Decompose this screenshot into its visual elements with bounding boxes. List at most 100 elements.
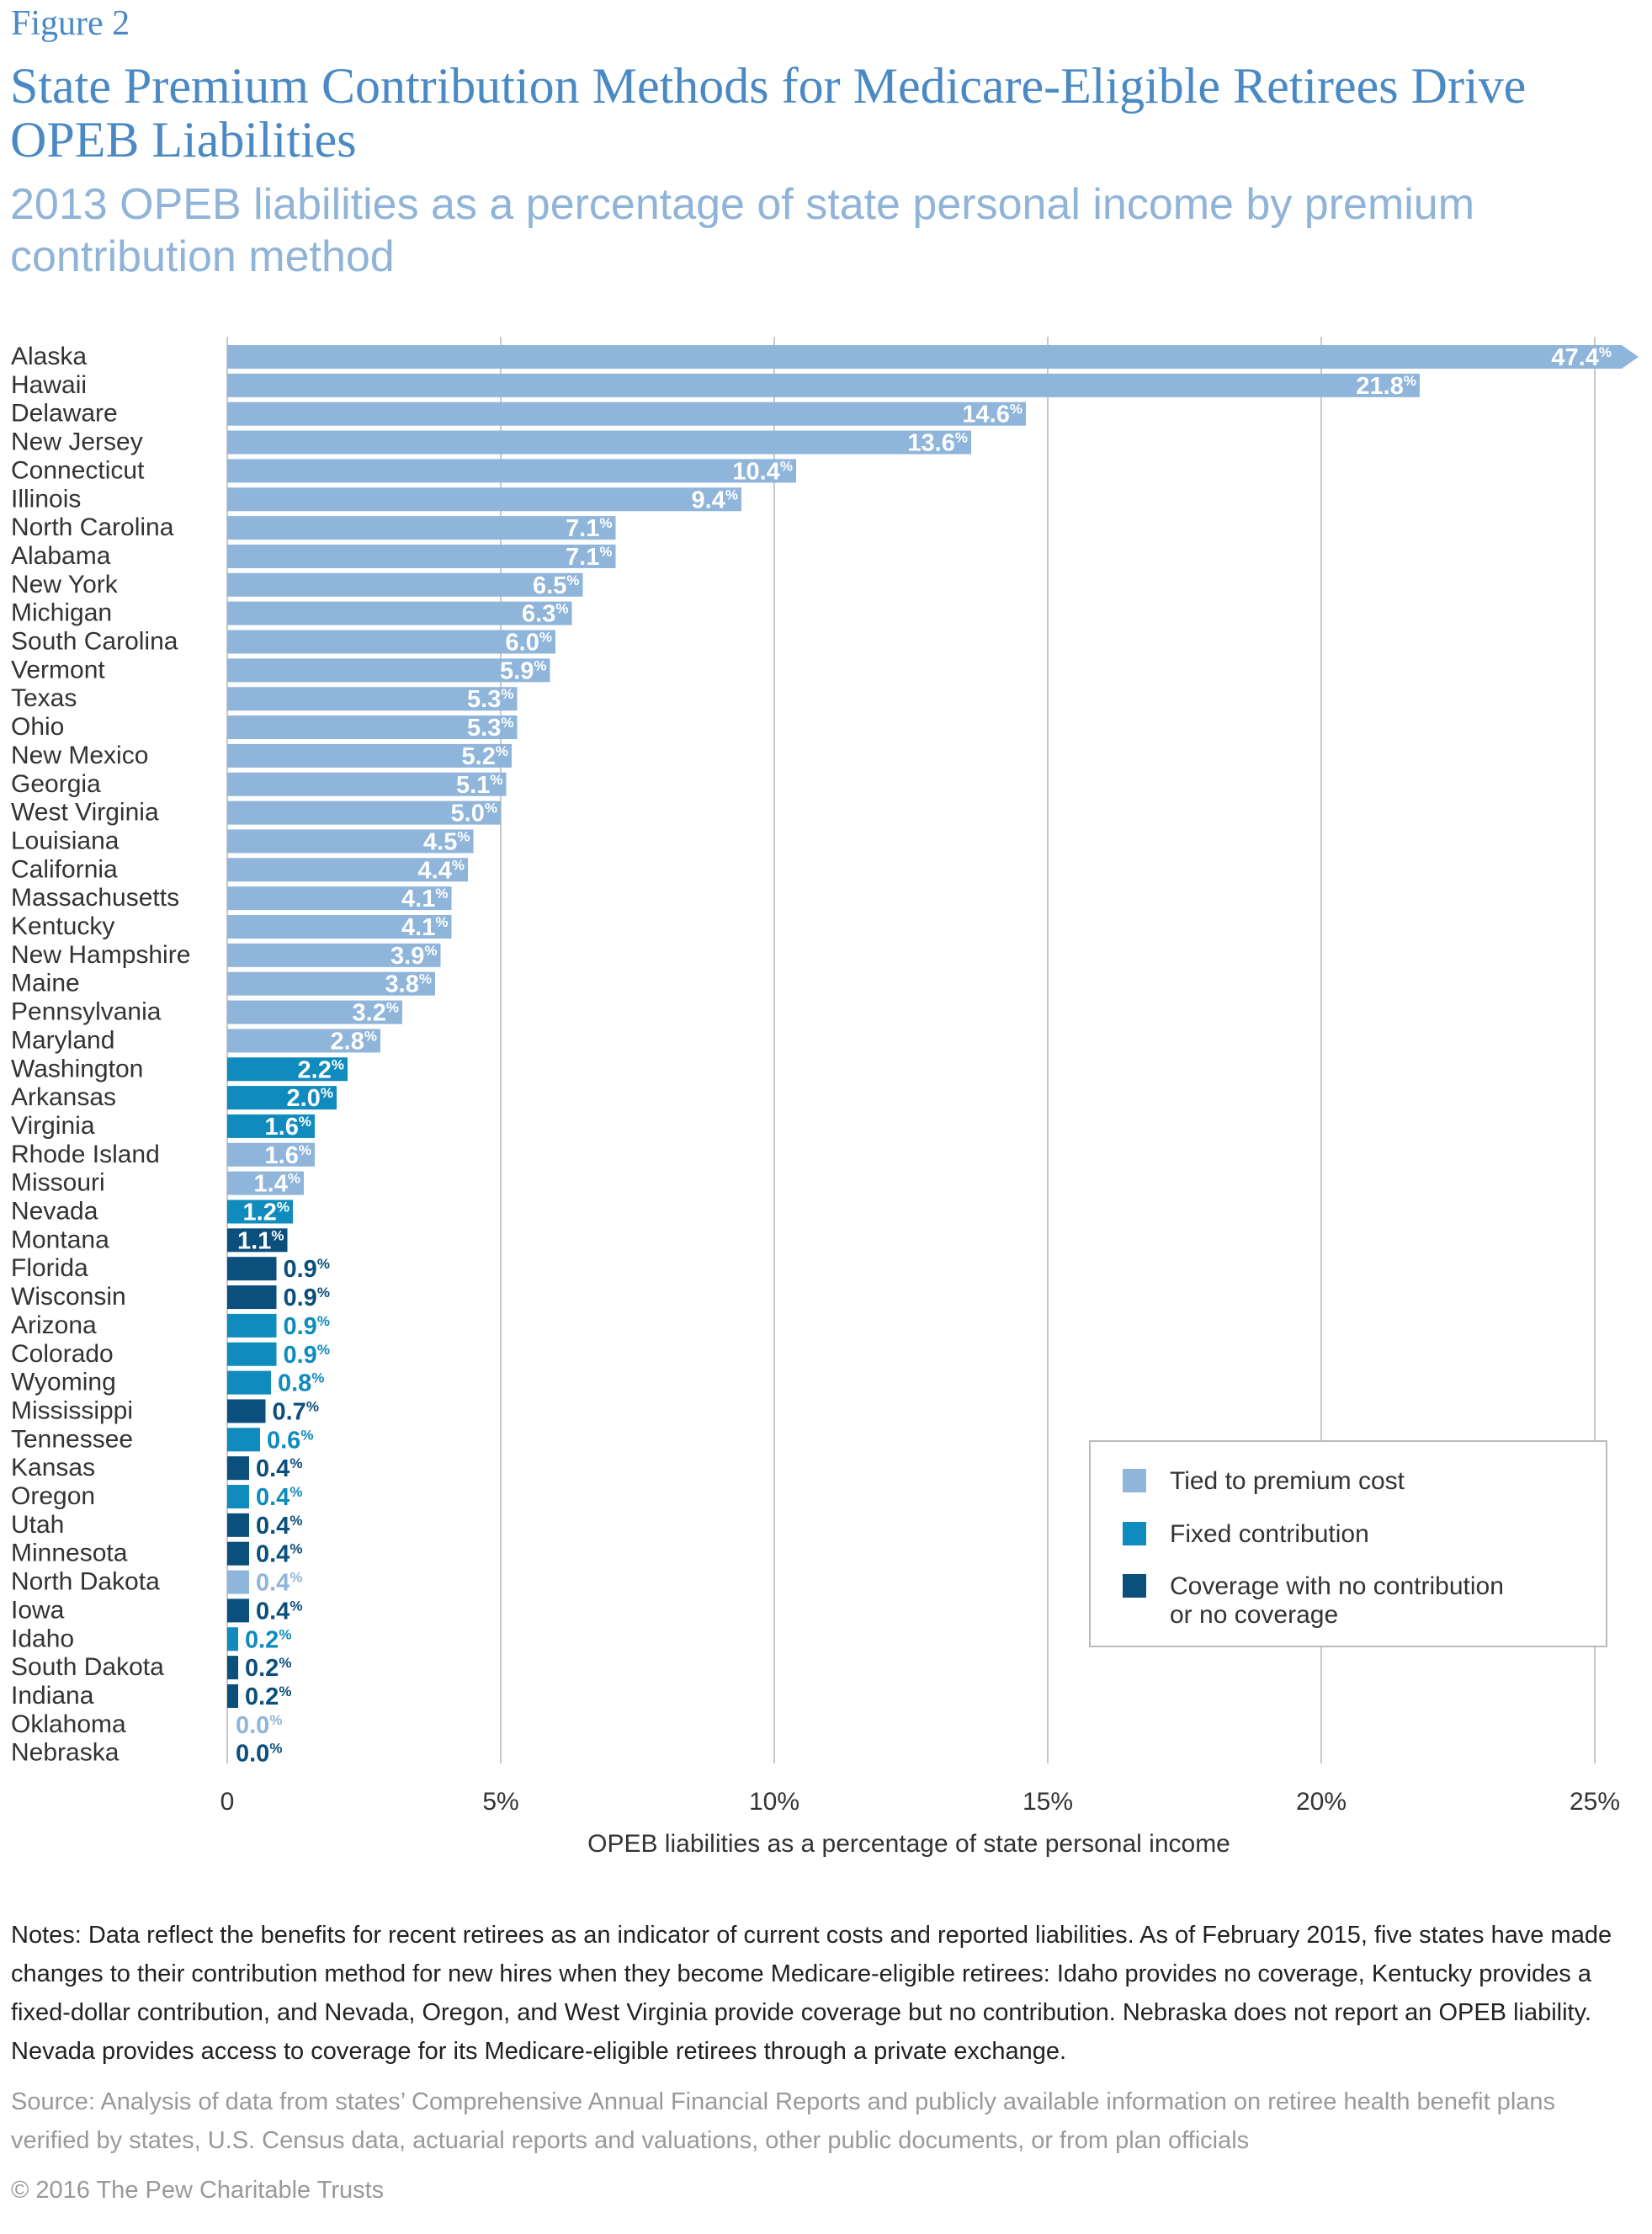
bar-arkansas — [227, 1086, 337, 1110]
category-label-wisconsin: Wisconsin — [11, 1283, 126, 1311]
category-label-tennessee: Tennessee — [11, 1425, 133, 1453]
category-label-louisiana: Louisiana — [11, 827, 120, 854]
category-label-nevada: Nevada — [11, 1198, 98, 1226]
value-label-iowa: 0.4% — [256, 1598, 302, 1625]
category-label-virginia: Virginia — [11, 1112, 95, 1140]
category-label-vermont: Vermont — [11, 656, 105, 683]
category-label-maine: Maine — [11, 970, 80, 997]
value-label-idaho: 0.2% — [245, 1626, 291, 1653]
bar-wisconsin — [227, 1285, 277, 1310]
bar-montana — [227, 1228, 288, 1253]
category-label-california: California — [11, 855, 118, 883]
source-text: Source: Analysis of data from states’ Co… — [11, 2088, 1556, 2154]
category-label-hawaii: Hawaii — [11, 371, 87, 399]
chart-subtitle: 2013 OPEB liabilities as a percentage of… — [10, 180, 1475, 281]
bar-connecticut — [227, 459, 796, 483]
x-axis-ticks: 0 5% 10% 15% 20% 25% — [220, 1788, 1620, 1816]
category-label-oregon: Oregon — [11, 1482, 95, 1510]
value-label-louisiana: 4.5% — [423, 828, 470, 855]
category-label-minnesota: Minnesota — [11, 1540, 128, 1567]
bar-washington — [227, 1057, 348, 1082]
value-label-florida: 0.9% — [284, 1256, 330, 1283]
bar-georgia — [227, 772, 507, 796]
bar-alaska — [227, 345, 1639, 369]
bar-california — [227, 858, 468, 882]
bar-new-hampshire — [227, 943, 441, 967]
value-label-new-hampshire: 3.9% — [390, 943, 437, 970]
category-label-kansas: Kansas — [11, 1454, 95, 1481]
value-label-wyoming: 0.8% — [278, 1370, 324, 1397]
bar-missouri — [227, 1171, 304, 1195]
category-label-maryland: Maryland — [11, 1026, 114, 1054]
bar-louisiana — [227, 829, 474, 854]
value-label-kansas: 0.4% — [256, 1455, 302, 1482]
category-label-missouri: Missouri — [11, 1169, 105, 1197]
bar-north-carolina — [227, 516, 616, 540]
value-label-minnesota: 0.4% — [256, 1541, 302, 1568]
bar-indiana — [227, 1683, 238, 1708]
value-label-oregon: 0.4% — [256, 1484, 302, 1511]
copyright-text: © 2016 The Pew Charitable Trusts — [11, 2177, 385, 2204]
bar-delaware — [227, 402, 1026, 426]
category-label-wyoming: Wyoming — [11, 1369, 116, 1396]
x-axis-label: OPEB liabilities as a percentage of stat… — [587, 1830, 1230, 1858]
bar-wyoming — [227, 1370, 271, 1395]
category-label-michigan: Michigan — [11, 599, 112, 627]
category-label-florida: Florida — [11, 1254, 88, 1282]
value-label-nebraska: 0.0% — [236, 1741, 282, 1768]
value-label-alaska: 47.4% — [1551, 344, 1612, 371]
bar-kentucky — [227, 915, 452, 939]
bar-virginia — [227, 1114, 315, 1138]
category-label-alaska: Alaska — [11, 343, 87, 370]
bar-alabama — [227, 544, 616, 568]
category-label-south-carolina: South Carolina — [11, 628, 178, 656]
legend-label-none-line2: or no coverage — [1170, 1601, 1338, 1629]
value-label-south-dakota: 0.2% — [245, 1655, 291, 1682]
category-label-new-york: New York — [11, 571, 119, 598]
value-label-indiana: 0.2% — [245, 1683, 291, 1710]
x-tick-label: 25% — [1570, 1788, 1620, 1816]
bar-utah — [227, 1513, 249, 1537]
figure-label: Figure 2 — [11, 4, 130, 43]
value-label-arkansas: 2.0% — [287, 1085, 333, 1112]
value-label-tennessee: 0.6% — [267, 1427, 313, 1454]
category-label-new-jersey: New Jersey — [11, 428, 143, 456]
bar-maryland — [227, 1029, 380, 1053]
x-tick-label: 15% — [1023, 1788, 1073, 1816]
legend-box — [1089, 1440, 1607, 1647]
bar-west-virginia — [227, 801, 501, 825]
bar-ohio — [227, 715, 518, 740]
value-label-connecticut: 10.4% — [732, 458, 793, 485]
category-label-washington: Washington — [11, 1055, 143, 1082]
category-label-utah: Utah — [11, 1511, 64, 1539]
bar-nevada — [227, 1199, 293, 1224]
bar-mississippi — [227, 1399, 266, 1423]
category-label-arkansas: Arkansas — [11, 1083, 116, 1111]
bar-south-carolina — [227, 630, 555, 654]
legend-swatch-tied — [1123, 1469, 1146, 1492]
bar-illinois — [227, 487, 741, 512]
category-label-west-virginia: West Virginia — [11, 799, 159, 827]
category-label-oklahoma: Oklahoma — [11, 1710, 126, 1738]
value-label-colorado: 0.9% — [284, 1342, 330, 1369]
x-tick-label: 10% — [749, 1788, 799, 1816]
bar-arizona — [227, 1313, 277, 1338]
bar-massachusetts — [227, 886, 452, 911]
category-label-colorado: Colorado — [11, 1340, 114, 1368]
x-tick-label: 20% — [1296, 1788, 1347, 1816]
bar-florida — [227, 1257, 277, 1281]
category-label-massachusetts: Massachusetts — [11, 884, 179, 912]
category-label-pennsylvania: Pennsylvania — [11, 998, 162, 1026]
bars — [227, 345, 1639, 1708]
bar-north-dakota — [227, 1570, 249, 1594]
category-label-alabama: Alabama — [11, 542, 111, 570]
category-label-texas: Texas — [11, 684, 77, 712]
category-label-iowa: Iowa — [11, 1596, 65, 1624]
bar-minnesota — [227, 1541, 249, 1566]
category-label-delaware: Delaware — [11, 400, 118, 428]
value-label-new-york: 6.5% — [533, 572, 579, 599]
bar-texas — [227, 687, 518, 711]
legend-label-tied: Tied to premium cost — [1170, 1467, 1405, 1495]
bar-hawaii — [227, 373, 1420, 397]
